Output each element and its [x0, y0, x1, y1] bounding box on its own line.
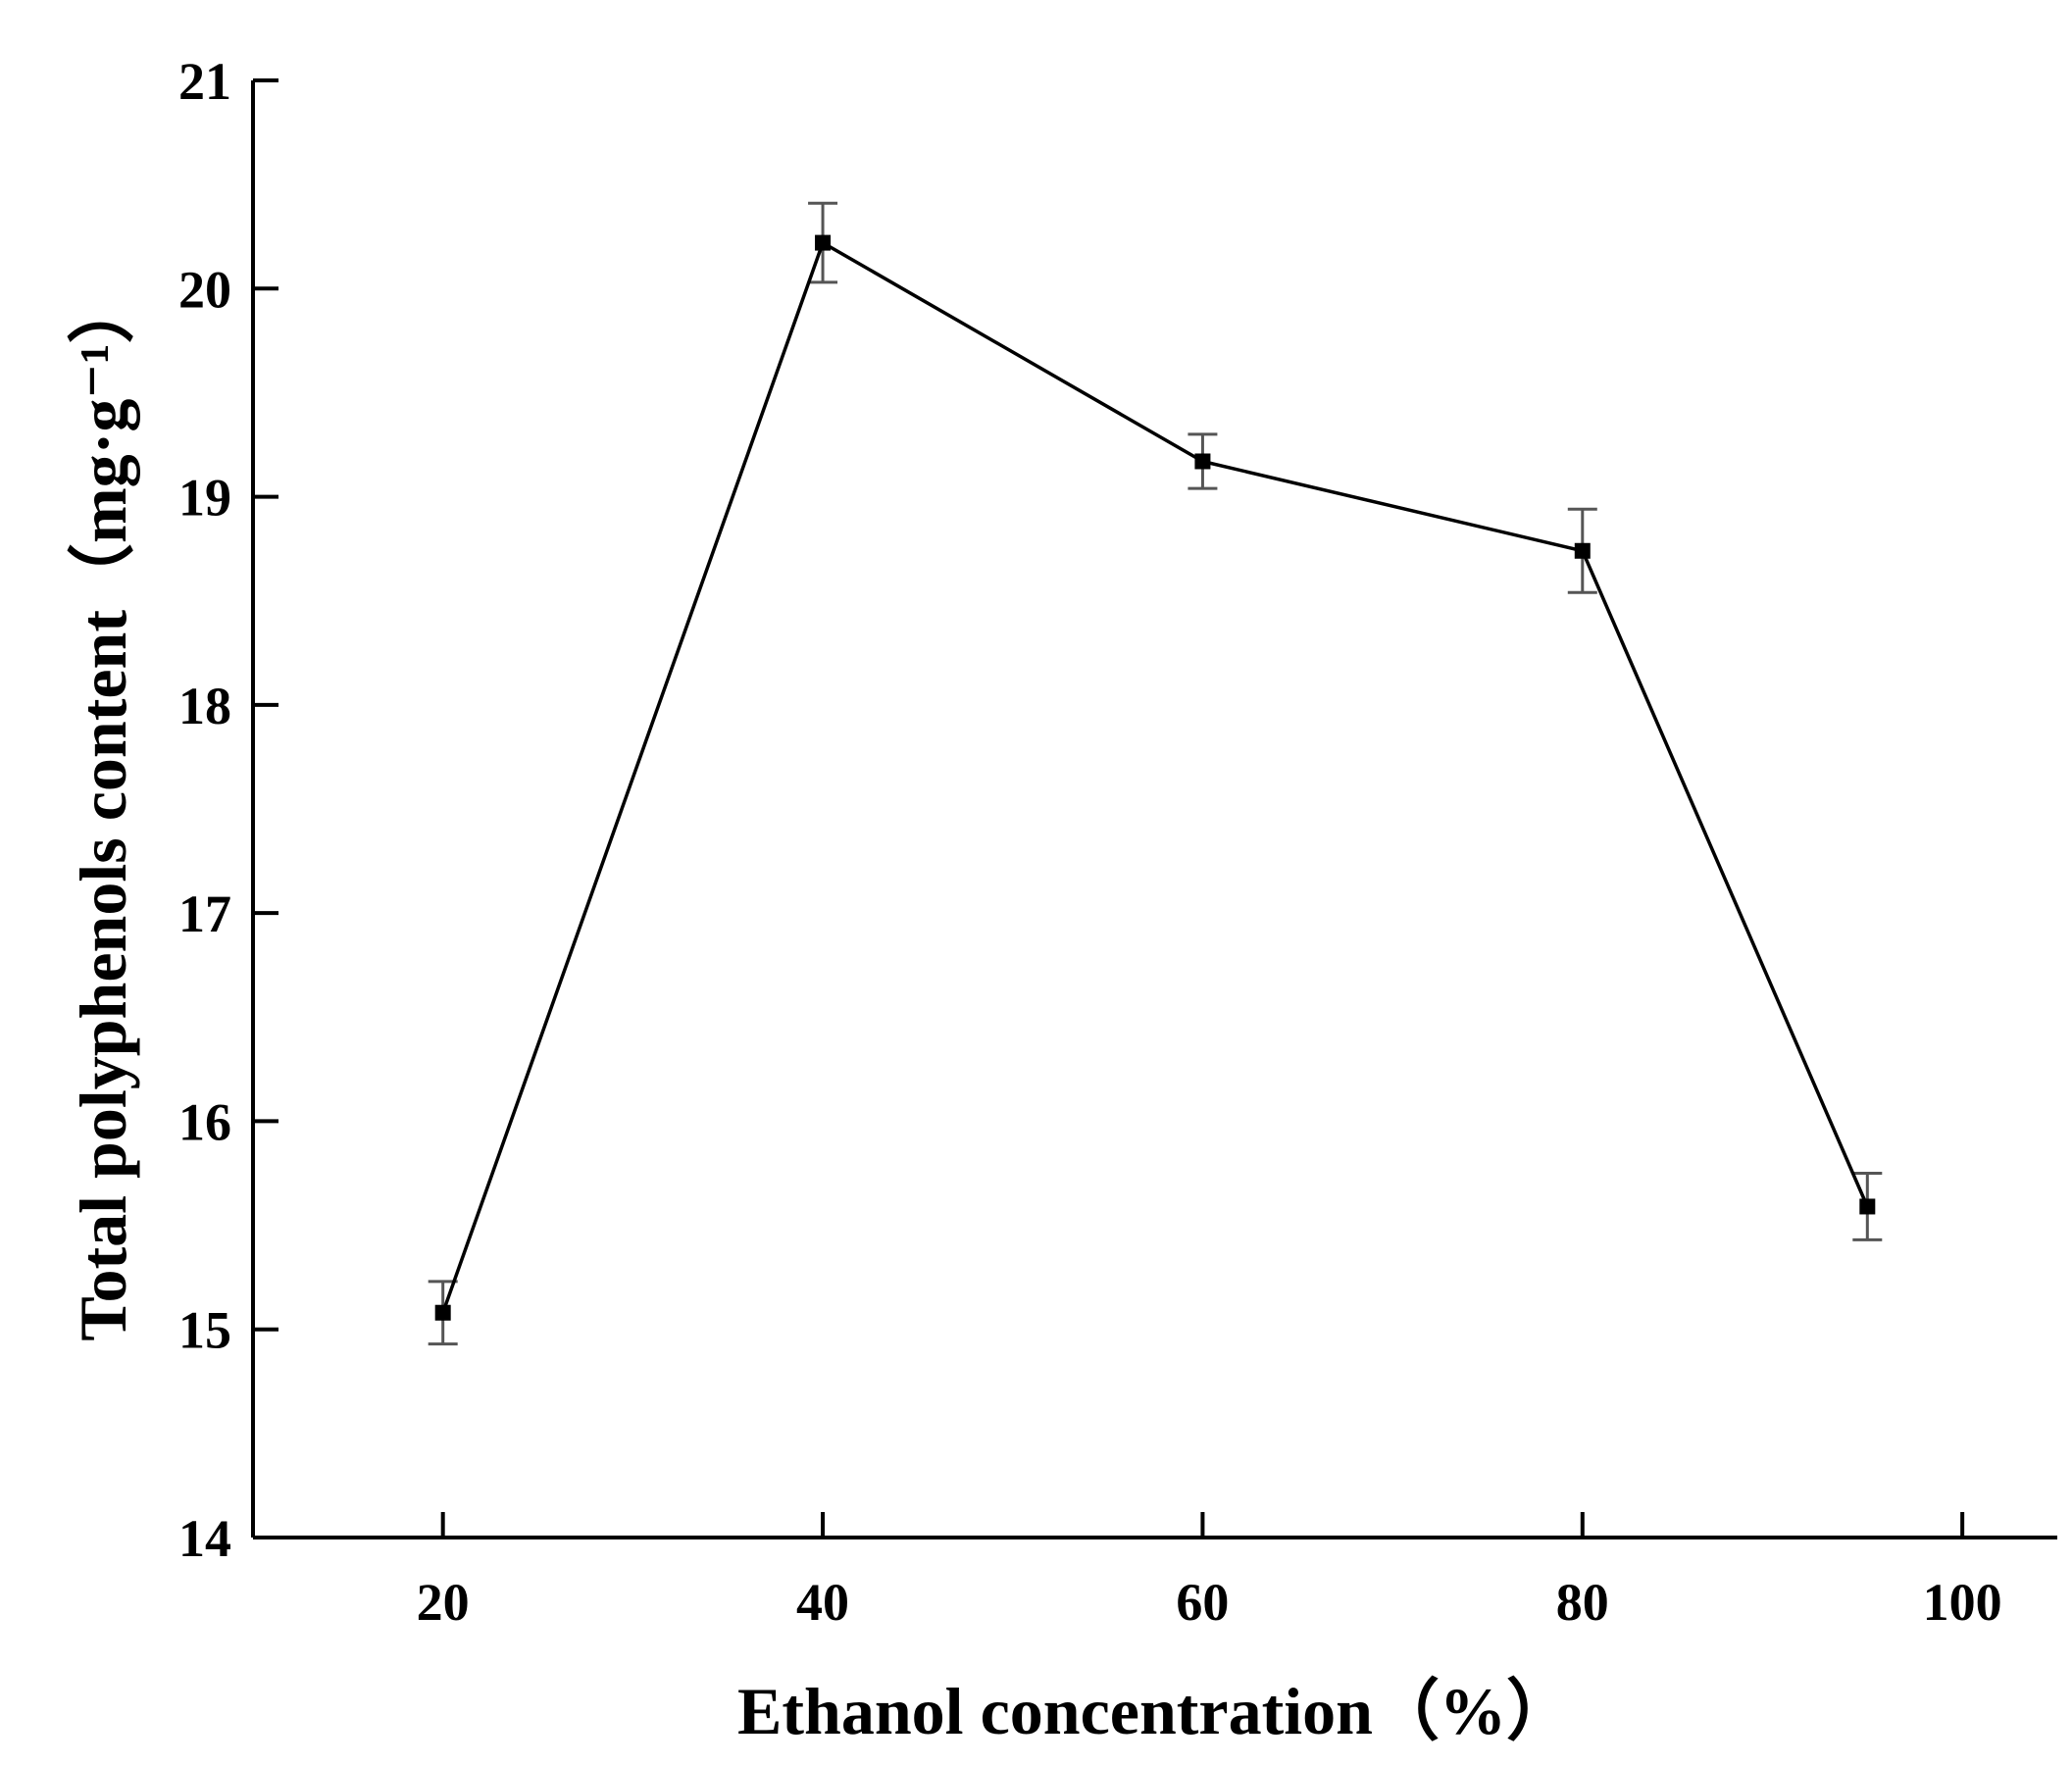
y-tick-label: 19 [178, 469, 231, 528]
x-tick-label: 100 [1923, 1573, 2002, 1632]
x-tick-label: 20 [417, 1573, 470, 1632]
data-point [1194, 453, 1211, 470]
y-tick-label: 15 [178, 1301, 231, 1360]
y-tick-label: 17 [178, 884, 231, 943]
y-ticks: 14 15 16 17 18 19 20 21 [178, 52, 278, 1568]
y-axis-title: Total polyphenols content（mg·g⁻¹） [66, 277, 140, 1340]
data-point [1574, 542, 1591, 559]
y-tick-label: 14 [178, 1509, 231, 1568]
series-line [441, 240, 1869, 1314]
error-bars [428, 201, 1883, 1346]
x-ticks: 20 40 60 80 100 [417, 1512, 2002, 1632]
axes [251, 80, 2057, 1539]
data-point [1859, 1198, 1876, 1215]
data-point [815, 234, 832, 251]
y-tick-label: 20 [178, 260, 231, 319]
x-tick-label: 60 [1176, 1573, 1229, 1632]
x-tick-label: 40 [796, 1573, 849, 1632]
series [434, 234, 1876, 1321]
y-tick-label: 21 [178, 52, 231, 111]
y-tick-label: 18 [178, 677, 231, 735]
y-tick-label: 16 [178, 1092, 231, 1151]
x-tick-label: 80 [1556, 1573, 1609, 1632]
x-axis-title: Ethanol concentration（%） [737, 1674, 1573, 1748]
data-point [434, 1304, 451, 1321]
